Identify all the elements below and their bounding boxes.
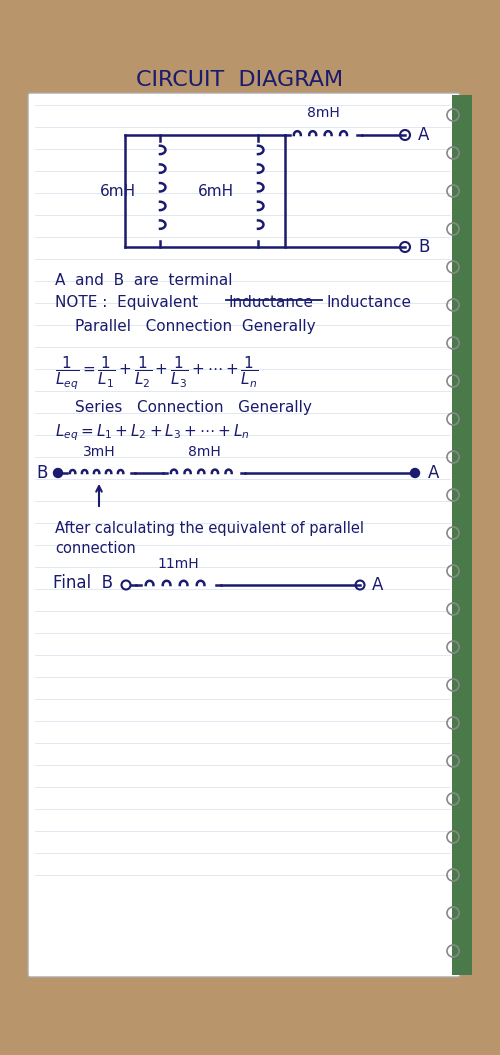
- Text: 6mH: 6mH: [100, 184, 136, 198]
- Text: NOTE :  Equivalent: NOTE : Equivalent: [55, 295, 208, 310]
- Text: 11mH: 11mH: [158, 557, 200, 571]
- Text: Inductance: Inductance: [326, 295, 411, 310]
- Text: CIRCUIT  DIAGRAM: CIRCUIT DIAGRAM: [136, 70, 344, 90]
- Text: 8mH: 8mH: [188, 445, 220, 459]
- Text: $\dfrac{1}{L_{eq}} = \dfrac{1}{L_1} + \dfrac{1}{L_2} + \dfrac{1}{L_3} + \cdots +: $\dfrac{1}{L_{eq}} = \dfrac{1}{L_1} + \d…: [55, 354, 258, 392]
- Text: 8mH: 8mH: [307, 106, 340, 120]
- Text: A: A: [428, 464, 440, 482]
- FancyBboxPatch shape: [28, 93, 460, 977]
- Text: A: A: [418, 126, 430, 143]
- Text: Inductance: Inductance: [228, 295, 313, 310]
- Text: After calculating the equivalent of parallel: After calculating the equivalent of para…: [55, 521, 364, 536]
- Text: Final  B: Final B: [53, 574, 113, 592]
- Text: Series   Connection   Generally: Series Connection Generally: [75, 400, 312, 415]
- Text: Parallel   Connection  Generally: Parallel Connection Generally: [75, 319, 316, 334]
- Text: $L_{eq} = L_1 + L_2 + L_3 + \cdots + L_n$: $L_{eq} = L_1 + L_2 + L_3 + \cdots + L_n…: [55, 422, 250, 443]
- Circle shape: [410, 468, 420, 478]
- Circle shape: [54, 468, 62, 478]
- Text: A: A: [372, 576, 384, 594]
- Text: 3mH: 3mH: [82, 445, 116, 459]
- Bar: [452, 95, 472, 975]
- Text: A  and  B  are  terminal: A and B are terminal: [55, 273, 233, 288]
- Text: B: B: [36, 464, 48, 482]
- Text: B: B: [418, 238, 430, 256]
- Text: 6mH: 6mH: [198, 184, 234, 198]
- Text: connection: connection: [55, 541, 136, 556]
